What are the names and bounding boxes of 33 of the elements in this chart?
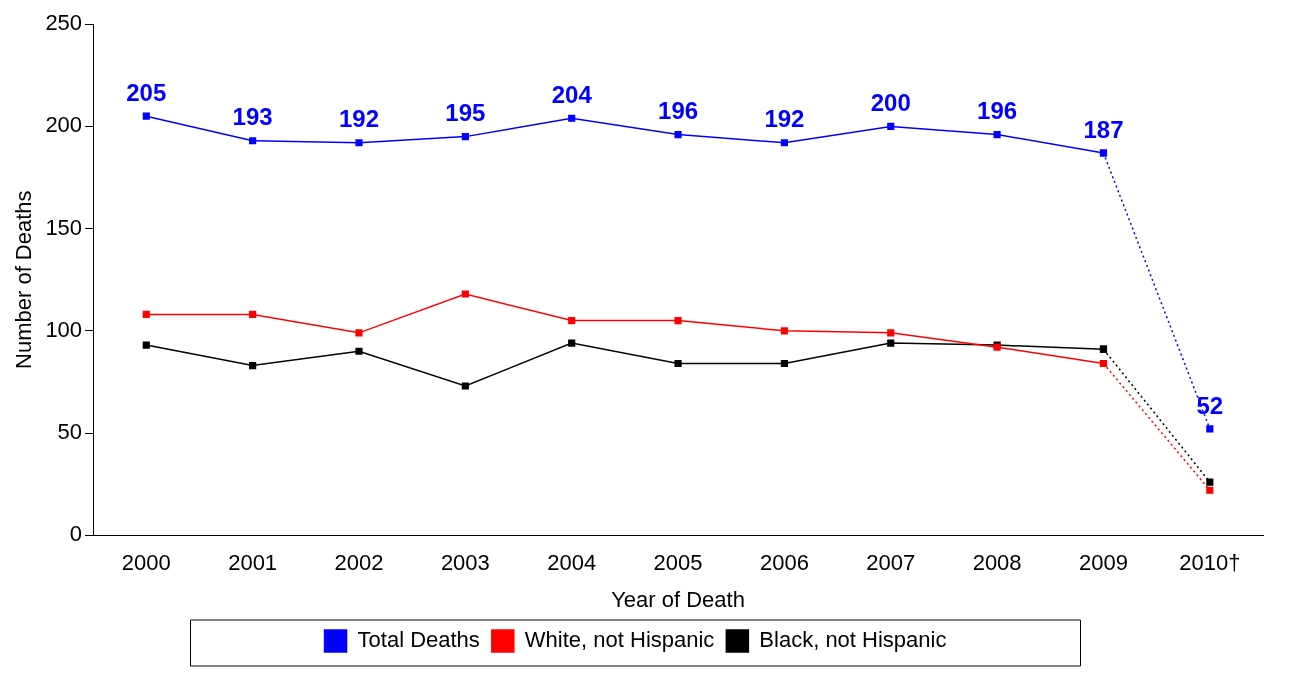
x-tick-label: 2008 (972, 550, 1022, 576)
data-label: 205 (126, 78, 167, 106)
data-label: 204 (551, 80, 593, 108)
data-label: 200 (870, 89, 911, 117)
data-label: 193 (232, 103, 273, 131)
data-label: 192 (338, 105, 380, 133)
x-tick-label: 2010† (1179, 550, 1241, 576)
x-tick-label: 2007 (866, 550, 916, 576)
data-label: 196 (658, 97, 699, 125)
x-tick-label: 2009 (1078, 550, 1128, 576)
data-label: 52 (1196, 391, 1224, 419)
data-label: 196 (977, 97, 1018, 125)
x-tick-label: 2004 (547, 550, 597, 576)
y-tick-label: 150 (45, 214, 83, 240)
y-axis-title: Number of Deaths (11, 190, 37, 369)
x-tick-label: 2002 (334, 550, 384, 576)
data-label: 195 (445, 99, 486, 127)
y-tick-label: 200 (45, 112, 83, 138)
y-tick-label: 250 (45, 10, 83, 36)
x-tick-label: 2000 (121, 550, 171, 576)
x-tick-label: 2001 (228, 550, 278, 576)
x-tick-label: 2003 (440, 550, 490, 576)
x-tick-label: 2006 (759, 550, 809, 576)
legend-label: Total Deaths (357, 627, 480, 653)
legend-label: White, not Hispanic (524, 627, 715, 653)
x-axis-title: Year of Death (611, 586, 745, 612)
legend-label: Black, not Hispanic (759, 627, 947, 653)
y-tick-label: 50 (57, 419, 83, 445)
data-label: 187 (1083, 115, 1124, 143)
y-tick-label: 100 (45, 316, 83, 342)
y-tick-label: 0 (69, 521, 83, 547)
data-label: 192 (764, 105, 805, 133)
x-tick-label: 2005 (653, 550, 703, 576)
